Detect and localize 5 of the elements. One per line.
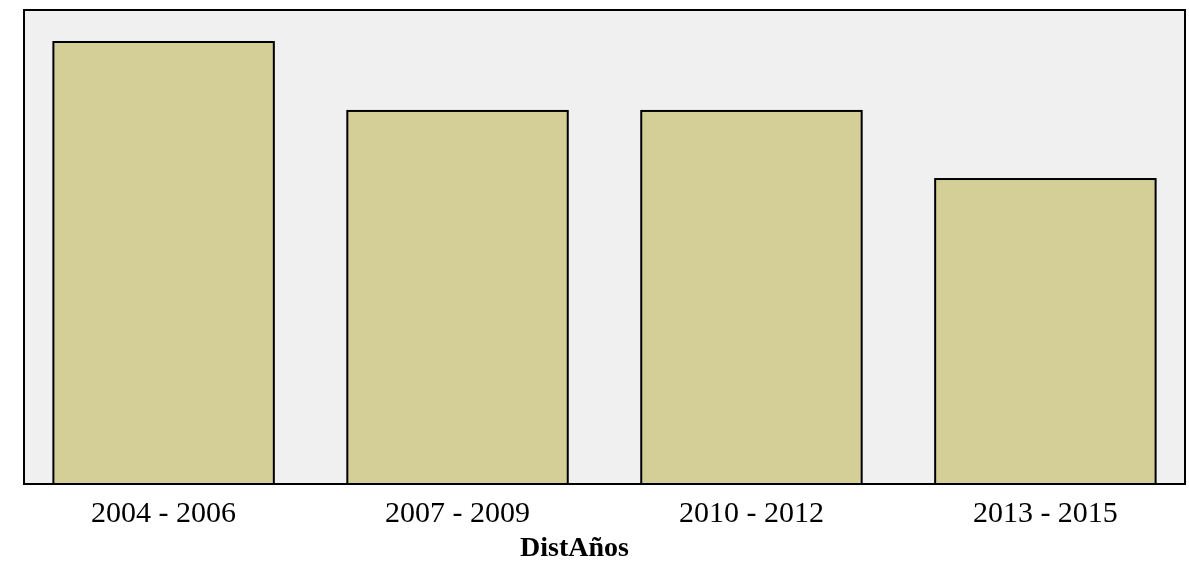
x-axis-title: DistAños (520, 531, 630, 562)
x-tick-label: 2004 - 2006 (91, 495, 237, 528)
x-tick-label: 2010 - 2012 (678, 495, 824, 528)
x-tick-label: 2007 - 2009 (385, 495, 531, 528)
x-tick-label: 2013 - 2015 (972, 495, 1118, 528)
